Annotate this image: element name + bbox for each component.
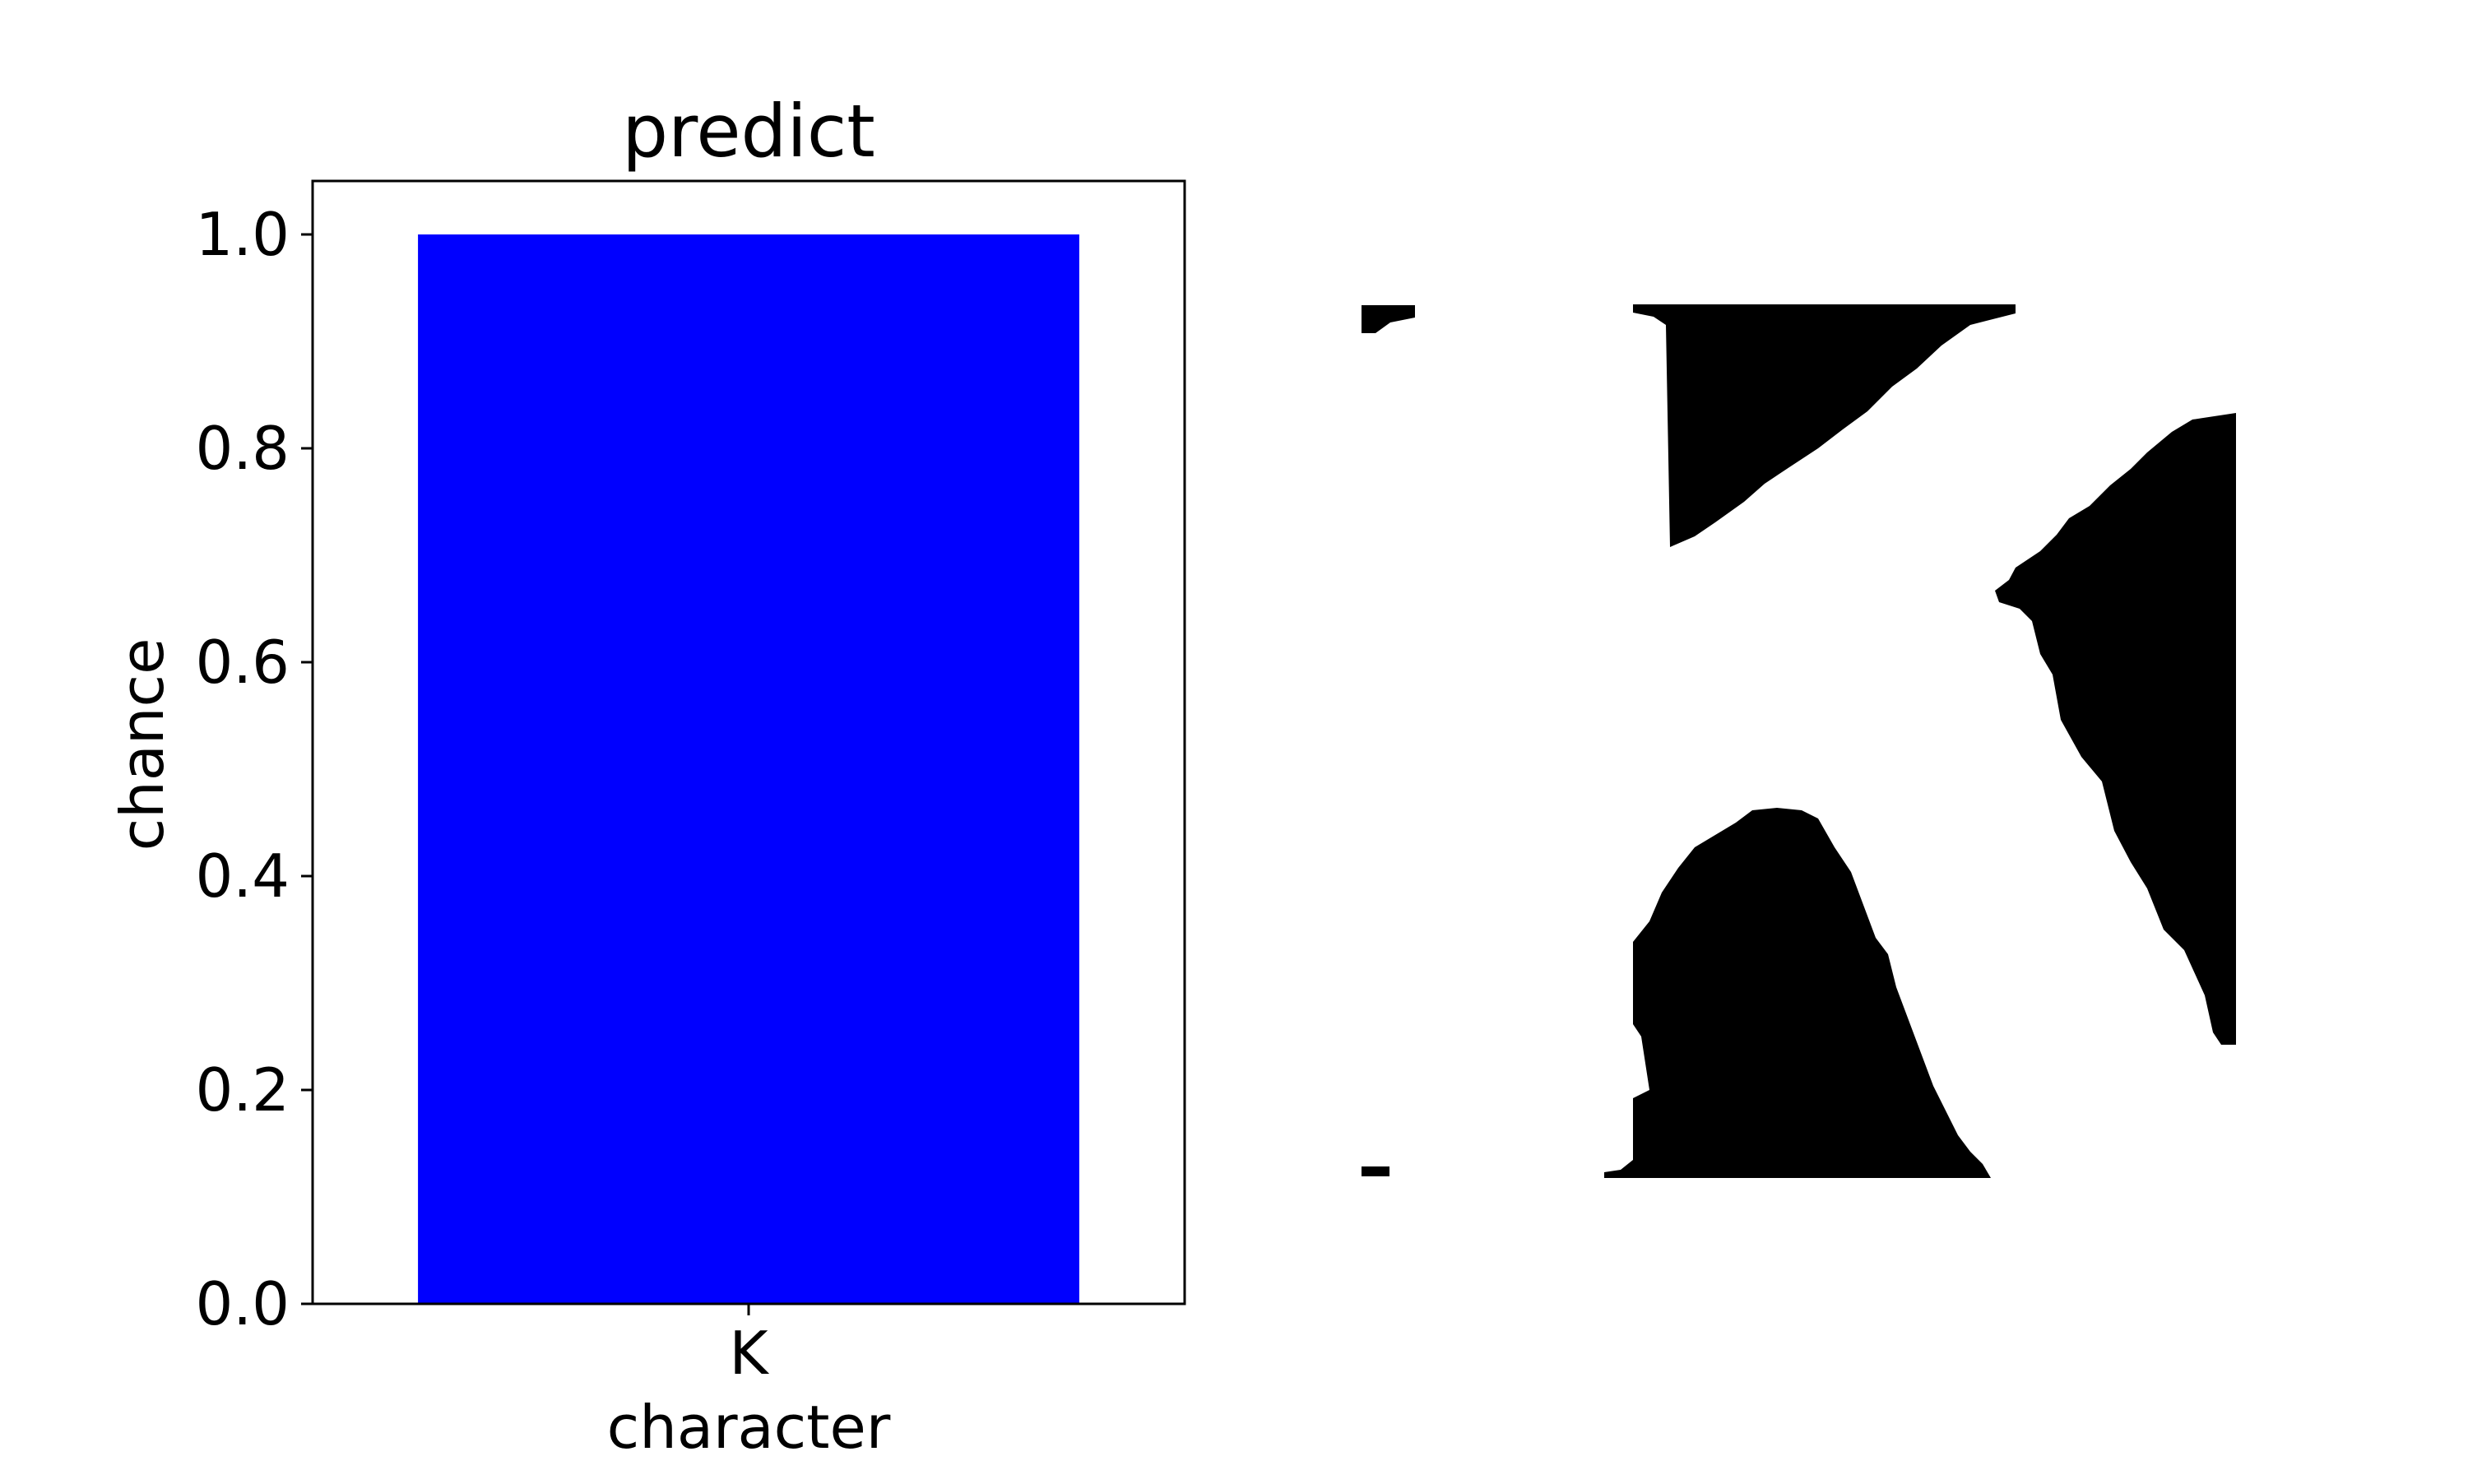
- y-axis-label: chance: [108, 638, 177, 851]
- y-tick-label: 0.6: [195, 628, 290, 697]
- x-axis-ticks: K: [729, 1304, 769, 1388]
- chart-title: predict: [622, 89, 874, 174]
- y-tick-label: 0.2: [195, 1055, 290, 1125]
- bar-K: [418, 234, 1079, 1304]
- image-blob-top-left-mark: [1362, 305, 1415, 333]
- image-blob-right-triangle: [1995, 413, 2236, 1045]
- y-tick-label: 1.0: [195, 200, 290, 269]
- bar-chart: predict 0.0 0.2 0.4 0.6 0.8 1.0 K chance char…: [108, 89, 1186, 1462]
- image-blob-bottom-mound: [1604, 808, 1991, 1178]
- x-axis-label: character: [607, 1393, 891, 1462]
- bars-group: [418, 234, 1079, 1304]
- image-blob-upper-triangle: [1633, 304, 2016, 547]
- character-image: [1362, 304, 2236, 1178]
- image-blob-bottom-left-mark: [1362, 1166, 1389, 1176]
- x-tick-label: K: [729, 1319, 769, 1388]
- character-image-fill: [1362, 304, 2236, 1178]
- y-axis-ticks: 0.0 0.2 0.4 0.6 0.8 1.0: [195, 200, 313, 1338]
- y-tick-label: 0.0: [195, 1269, 290, 1338]
- y-tick-label: 0.8: [195, 414, 290, 483]
- y-tick-label: 0.4: [195, 842, 290, 911]
